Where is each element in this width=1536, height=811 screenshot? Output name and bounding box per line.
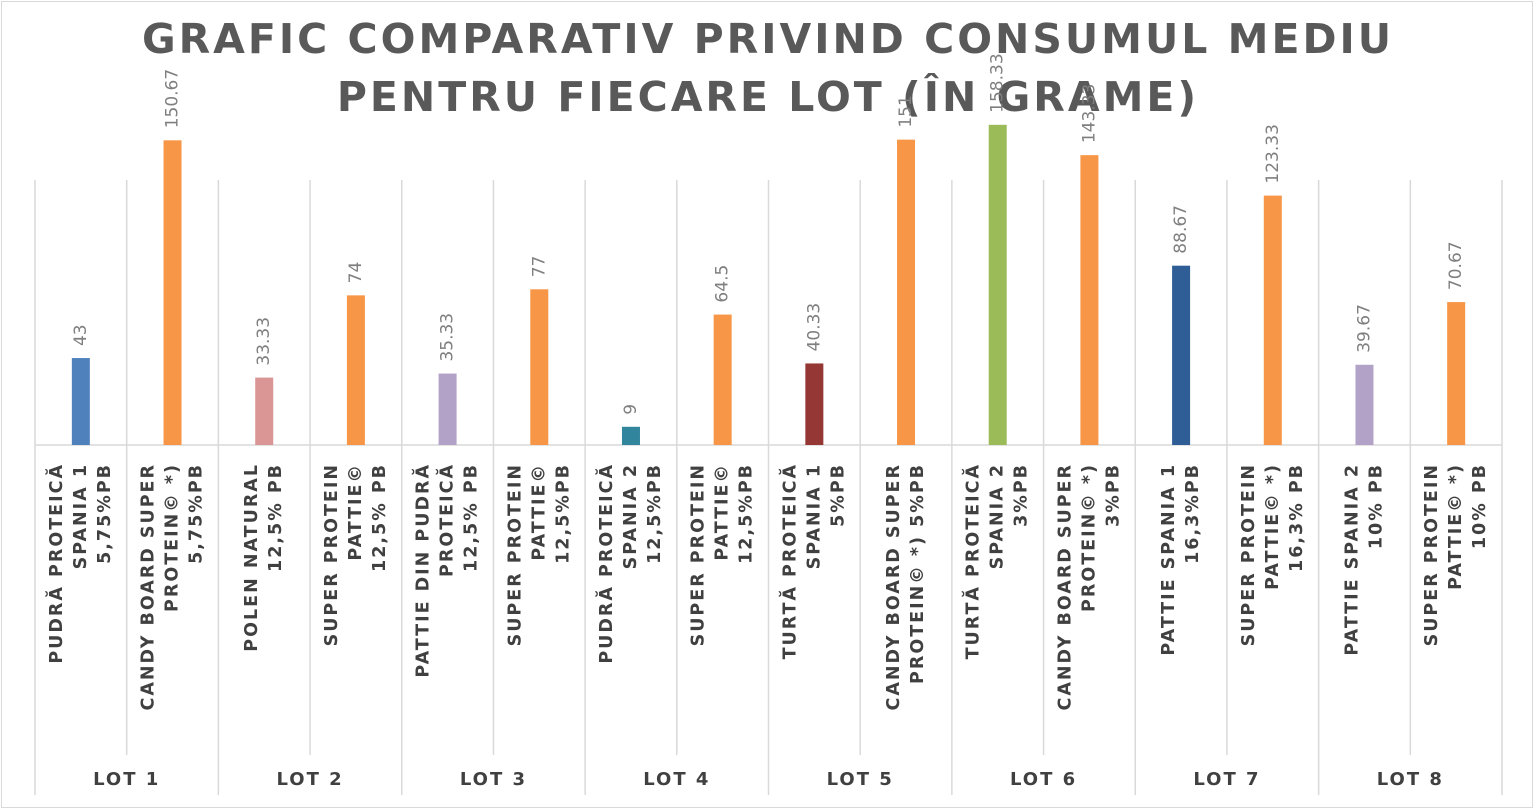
group-label: LOT 3	[460, 769, 527, 790]
bar	[1172, 265, 1191, 445]
category-label: 3%PB	[1012, 463, 1032, 527]
category-label: SPANIA 1	[804, 463, 824, 569]
category-label: CANDY BOARD SUPER	[884, 463, 904, 711]
category-label: 12,5%PB	[737, 463, 757, 564]
bar	[163, 140, 182, 446]
category-label: 12,5% PB	[370, 463, 390, 572]
bar	[346, 295, 365, 445]
category-label: 10% PB	[1470, 463, 1490, 549]
data-label: 64.5	[713, 265, 733, 303]
group-label: LOT 4	[643, 769, 710, 790]
category-label: CANDY BOARD SUPER	[139, 463, 159, 711]
category-label: PROTEIN© *)	[163, 463, 183, 612]
category-label: PUDRĂ PROTEICĂ	[595, 463, 617, 664]
data-label: 158.33	[988, 53, 1008, 112]
category-label: PATTIE©	[346, 463, 366, 561]
category-label: TURTĂ PROTEICĂ	[962, 463, 984, 659]
bar	[988, 124, 1007, 445]
data-label: 39.67	[1354, 304, 1374, 353]
category-label: SUPER PROTEIN	[322, 463, 342, 646]
bar	[1080, 155, 1099, 445]
chart-title-line-1: GRAFIC COMPARATIV PRIVIND CONSUMUL MEDIU	[141, 15, 1395, 63]
category-label: TURTĂ PROTEICĂ	[778, 463, 800, 659]
category-label: 12,5% PB	[462, 463, 482, 572]
category-label: PATTIE©	[529, 463, 549, 561]
category-label: PATTIE© *)	[1446, 463, 1466, 590]
data-label: 35.33	[438, 313, 458, 362]
category-label: 16,3% PB	[1287, 463, 1307, 572]
data-label: 77	[529, 256, 549, 278]
data-label: 33.33	[254, 317, 274, 366]
category-label: POLEN NATURAL	[242, 463, 262, 652]
bar	[1447, 302, 1466, 445]
group-label: LOT 7	[1193, 769, 1260, 790]
category-label: PATTIE SPANIA 1	[1159, 463, 1179, 656]
group-label: LOT 1	[93, 769, 160, 790]
data-label: 151	[896, 95, 916, 127]
category-label: PATTIE© *)	[1263, 463, 1283, 590]
bar	[897, 139, 916, 445]
category-label: 12,5%PB	[553, 463, 573, 564]
category-label: 5%PB	[828, 463, 848, 527]
category-label: 16,3%PB	[1183, 463, 1203, 564]
group-label: LOT 2	[276, 769, 343, 790]
category-label: SUPER PROTEIN	[1422, 463, 1442, 646]
category-label: PATTIE SPANIA 2	[1342, 463, 1362, 656]
category-label: SPANIA 2	[621, 463, 641, 569]
group-label: LOT 8	[1377, 769, 1444, 790]
data-label: 9	[621, 404, 641, 415]
category-label: SPANIA 2	[988, 463, 1008, 569]
category-label: SUPER PROTEIN	[689, 463, 709, 646]
category-label: PROTEIN© *)	[1079, 463, 1099, 612]
category-label: PUDRĂ PROTEICĂ	[45, 463, 67, 664]
data-label: 88.67	[1171, 205, 1191, 254]
category-label: SPANIA 1	[71, 463, 91, 569]
bar	[530, 289, 549, 445]
data-label: 43	[71, 324, 91, 346]
bar	[255, 377, 274, 445]
category-label: SUPER PROTEIN	[505, 463, 525, 646]
category-label: PROTEICĂ	[436, 463, 458, 577]
data-label: 143.33	[1079, 84, 1099, 143]
bar	[1263, 195, 1282, 445]
category-label: PROTEIN© *) 5%PB	[908, 463, 928, 684]
bar	[71, 358, 90, 445]
category-label: 5,75%PB	[187, 463, 207, 564]
category-label: 10% PB	[1366, 463, 1386, 549]
category-label: 12,5% PB	[266, 463, 286, 572]
category-label: 3%PB	[1103, 463, 1123, 527]
data-label: 70.67	[1446, 241, 1466, 290]
bar	[621, 426, 640, 445]
chart-title-line-2: PENTRU FIECARE LOT (ÎN GRAME)	[336, 73, 1200, 121]
category-label: SUPER PROTEIN	[1239, 463, 1259, 646]
bar	[805, 363, 824, 445]
data-label: 40.33	[804, 303, 824, 352]
group-label: LOT 6	[1010, 769, 1077, 790]
chart-title: GRAFIC COMPARATIV PRIVIND CONSUMUL MEDIU…	[0, 10, 1536, 126]
category-label: 5,75%PB	[95, 463, 115, 564]
bar	[438, 373, 457, 445]
category-label: CANDY BOARD SUPER	[1055, 463, 1075, 711]
data-label: 123.33	[1263, 124, 1283, 183]
group-label: LOT 5	[827, 769, 894, 790]
bar	[713, 314, 732, 445]
data-label: 150.67	[163, 69, 183, 128]
data-label: 74	[346, 262, 366, 284]
bar	[1355, 364, 1374, 445]
category-label: 12,5%PB	[645, 463, 665, 564]
category-label: PATTIE DIN PUDRĂ	[412, 463, 434, 678]
category-label: PATTIE©	[713, 463, 733, 561]
